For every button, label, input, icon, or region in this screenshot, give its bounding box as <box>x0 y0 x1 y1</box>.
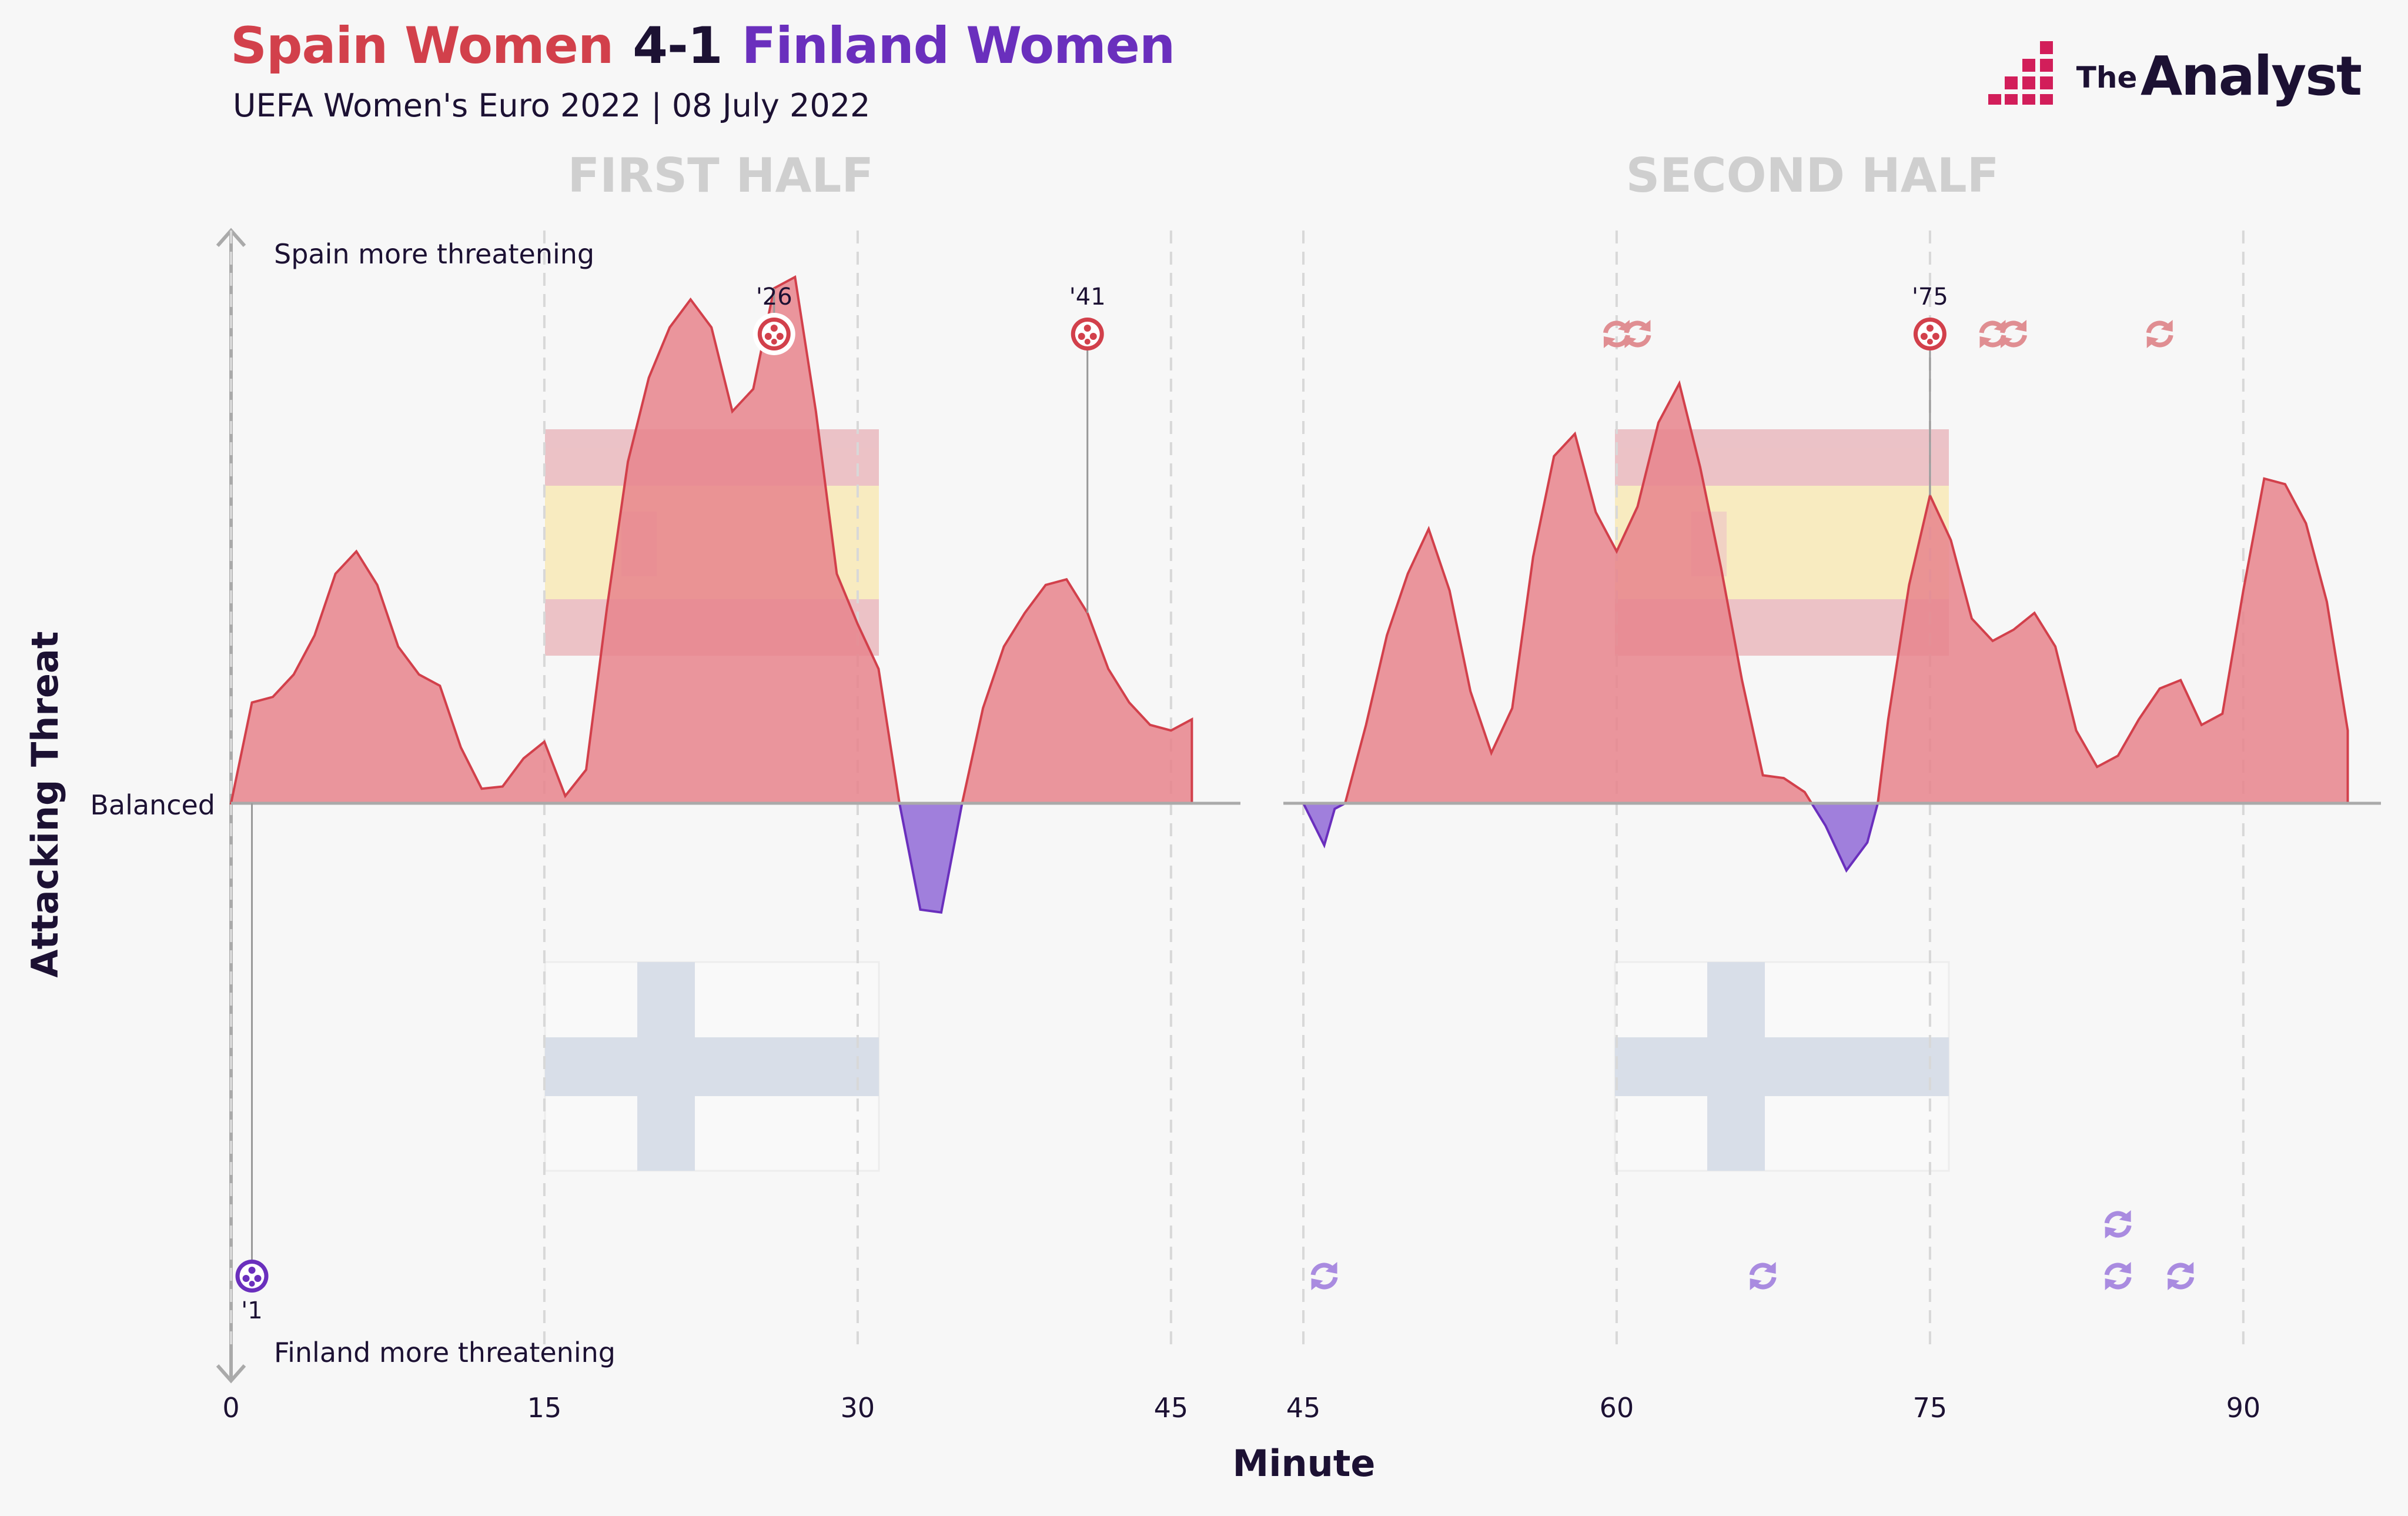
goal-ball-icon <box>1071 318 1104 350</box>
second-half-panel: SECOND HALF 45 60 75 90 '75 <box>1283 148 2381 1424</box>
substitution-icon <box>2105 1210 2131 1238</box>
x-tick-label: 15 <box>527 1392 562 1424</box>
x-tick-label: 75 <box>1913 1392 1948 1424</box>
analyst-logo-icon <box>1988 41 2053 105</box>
brand-name: Analyst <box>2140 44 2362 108</box>
spain-threat-area <box>229 275 1193 804</box>
match-subtitle: UEFA Women's Euro 2022 | 08 July 2022 <box>233 87 871 124</box>
finland-threat-area <box>1301 802 1879 873</box>
home-team-name: Spain Women <box>230 16 614 75</box>
half-label: FIRST HALF <box>567 148 874 203</box>
goal-ball-icon <box>235 1260 269 1293</box>
half-label: SECOND HALF <box>1626 148 1999 203</box>
goal-minute-label: '1 <box>241 1297 262 1324</box>
x-tick-label: 90 <box>2226 1392 2261 1424</box>
x-tick-label: 0 <box>222 1392 239 1424</box>
spain-threat-area <box>1343 380 2349 804</box>
x-tick-label: 30 <box>841 1392 875 1424</box>
x-tick-label: 60 <box>1600 1392 1634 1424</box>
goal-minute-label: '75 <box>1912 283 1948 310</box>
away-team-name: Finland Women <box>741 16 1176 75</box>
goal-minute-label: '41 <box>1069 283 1106 310</box>
x-tick-label: 45 <box>1154 1392 1189 1424</box>
first-half-panel: FIRST HALF 0 15 30 45 '26 '41 '1 <box>222 148 1240 1424</box>
goal-minute-label: '26 <box>756 283 792 310</box>
y-top-label: Spain more threatening <box>274 238 594 270</box>
substitution-icon <box>2105 1262 2131 1290</box>
finland-threat-area <box>898 802 964 914</box>
finland-flag-icon <box>544 961 880 1172</box>
brand-wordmark: The Analyst <box>2076 44 2362 108</box>
balanced-label: Balanced <box>90 789 215 821</box>
goal-ball-icon <box>757 318 791 350</box>
brand-logo: The Analyst <box>1986 38 2362 114</box>
match-title: Spain Women 4-1 Finland Women <box>230 16 1175 75</box>
substitution-icon <box>2147 320 2173 348</box>
y-axis-arrow-down-icon <box>216 1364 246 1384</box>
substitution-icon <box>1750 1262 1776 1290</box>
y-axis-title: Attacking Threat <box>24 632 66 978</box>
match-score: 4-1 <box>633 16 723 75</box>
substitution-icon <box>1312 1262 1337 1290</box>
x-tick-label: 45 <box>1286 1392 1321 1424</box>
y-bottom-label: Finland more threatening <box>274 1337 616 1368</box>
finland-flag-icon <box>1614 961 1950 1172</box>
goal-ball-icon <box>1913 318 1947 350</box>
brand-the: The <box>2076 60 2138 95</box>
x-axis-title: Minute <box>1233 1442 1376 1485</box>
substitution-icon <box>2168 1262 2193 1290</box>
